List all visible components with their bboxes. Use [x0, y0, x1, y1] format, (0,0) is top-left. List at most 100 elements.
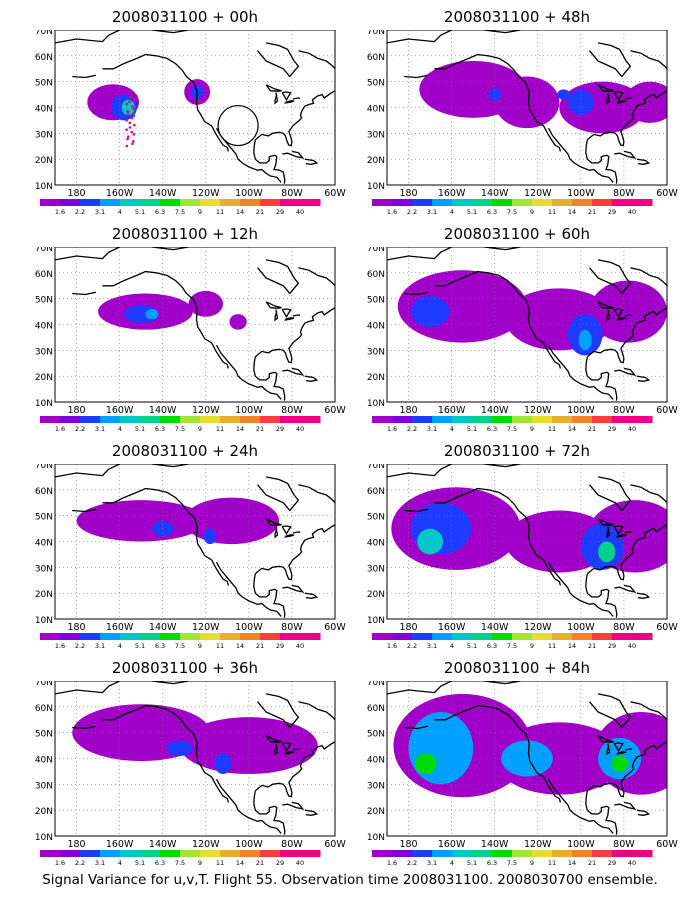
colorbar-swatch: [372, 416, 393, 423]
colorbar-swatch: [280, 416, 301, 423]
coastline: [254, 524, 335, 581]
colorbar-swatch: [512, 850, 533, 857]
colorbar-swatch: [472, 850, 493, 857]
flight-track-point: [132, 140, 135, 143]
lon-tick-label: 100W: [235, 405, 263, 416]
colorbar-label: 2.2: [407, 425, 417, 433]
colorbar-label: 4: [450, 208, 454, 216]
coastline: [614, 801, 637, 810]
lat-tick-label: 50N: [35, 296, 53, 306]
coastline: [616, 751, 627, 755]
coastline: [387, 247, 452, 261]
lat-tick-label: 50N: [367, 79, 385, 89]
contour-blob: [598, 541, 616, 563]
coastline: [274, 526, 279, 539]
colorbar-label: 21: [256, 859, 264, 867]
colorbar-label: 9: [530, 859, 534, 867]
coastline: [281, 742, 292, 753]
figure-caption: Signal Variance for u,v,T. Flight 55. Ob…: [42, 872, 658, 888]
lon-tick-label: 180: [67, 188, 85, 199]
coastline: [636, 375, 651, 382]
colorbar-swatch: [432, 633, 453, 640]
colorbar-swatch: [80, 416, 101, 423]
lon-tick-label: 160W: [106, 405, 134, 416]
coastline: [215, 127, 282, 183]
coastline: [483, 464, 521, 468]
coastline: [215, 344, 282, 400]
colorbar-label: 9: [530, 642, 534, 650]
colorbar-swatch: [140, 633, 161, 640]
flight-track-point: [126, 137, 129, 141]
coastline: [597, 518, 614, 526]
colorbar-swatch: [532, 633, 553, 640]
lat-tick-label: 60N: [35, 704, 53, 714]
coastline: [586, 741, 667, 798]
colorbar-swatch: [300, 416, 321, 423]
lon-tick-label: 140W: [149, 622, 177, 633]
forecast-panel: 2008031100 + 00h 70N 60N 50N 40N 30N 20N 10N 180…: [20, 8, 350, 223]
colorbar-swatch: [120, 633, 141, 640]
colorbar-swatch: [220, 633, 241, 640]
colorbar-label: 3.1: [427, 859, 437, 867]
lon-tick-label: 160W: [438, 405, 466, 416]
coastline: [613, 308, 624, 319]
panel-title: 2008031100 + 24h: [111, 442, 259, 460]
colorbar-label: 1.6: [55, 208, 65, 216]
lat-tick-label: 40N: [35, 539, 53, 549]
lat-tick-label: 20N: [35, 807, 53, 817]
colorbar-label: 14: [568, 208, 576, 216]
colorbar-label: 9: [530, 425, 534, 433]
coastline: [483, 247, 521, 251]
colorbar-swatch: [100, 633, 121, 640]
flight-track-point: [130, 130, 134, 134]
colorbar-label: 7.5: [507, 859, 517, 867]
colorbar-label: 11: [548, 425, 556, 433]
coastline: [304, 158, 319, 165]
lat-tick-label: 40N: [367, 539, 385, 549]
coastline: [284, 751, 295, 755]
colorbar-swatch: [180, 633, 201, 640]
map-plot: 70N 60N 50N 40N 30N 20N 10N 180 160W 140W 120W 100W…: [367, 30, 678, 216]
colorbar-swatch: [100, 199, 121, 206]
coastline: [254, 741, 335, 798]
coastline: [483, 30, 521, 34]
coastline: [102, 487, 230, 586]
coastline: [72, 74, 97, 79]
forecast-panel: 2008031100 + 60h 70N 60N 50N 40N 30N 20N 10N 180…: [352, 225, 682, 440]
colorbar-label: 7.5: [175, 425, 185, 433]
lon-tick-label: 120W: [524, 839, 552, 850]
lon-tick-label: 140W: [481, 622, 509, 633]
lat-tick-label: 10N: [35, 616, 53, 626]
lon-tick-label: 80W: [281, 622, 303, 633]
colorbar-label: 7.5: [507, 642, 517, 650]
colorbar-swatch: [140, 199, 161, 206]
map-frame: [386, 30, 668, 186]
coastline: [274, 92, 279, 105]
coastline: [614, 150, 637, 159]
lon-tick-label: 100W: [235, 839, 263, 850]
lat-tick-label: 70N: [367, 464, 385, 471]
colorbar-swatch: [180, 850, 201, 857]
panel-title: 2008031100 + 00h: [111, 8, 259, 26]
colorbar-swatch: [40, 633, 61, 640]
panel-title: 2008031100 + 12h: [111, 225, 259, 243]
contour-blob: [589, 280, 667, 343]
lat-tick-label: 20N: [367, 373, 385, 383]
colorbar-label: 29: [608, 208, 616, 216]
colorbar-label: 14: [236, 425, 244, 433]
colorbar-label: 1.6: [387, 425, 397, 433]
coastline: [257, 476, 300, 512]
contour-blob: [76, 500, 206, 542]
contour-blob: [121, 99, 135, 116]
colorbar-label: 9: [198, 642, 202, 650]
lat-tick-label: 30N: [35, 347, 53, 357]
colorbar-label: 5.1: [467, 208, 477, 216]
lat-tick-label: 30N: [35, 130, 53, 140]
map-frame: [386, 681, 668, 837]
colorbar-swatch: [80, 850, 101, 857]
coastline: [624, 97, 633, 100]
coastline: [404, 725, 429, 730]
coastline: [589, 42, 632, 78]
coastline: [616, 100, 627, 104]
lat-tick-label: 70N: [35, 30, 53, 37]
